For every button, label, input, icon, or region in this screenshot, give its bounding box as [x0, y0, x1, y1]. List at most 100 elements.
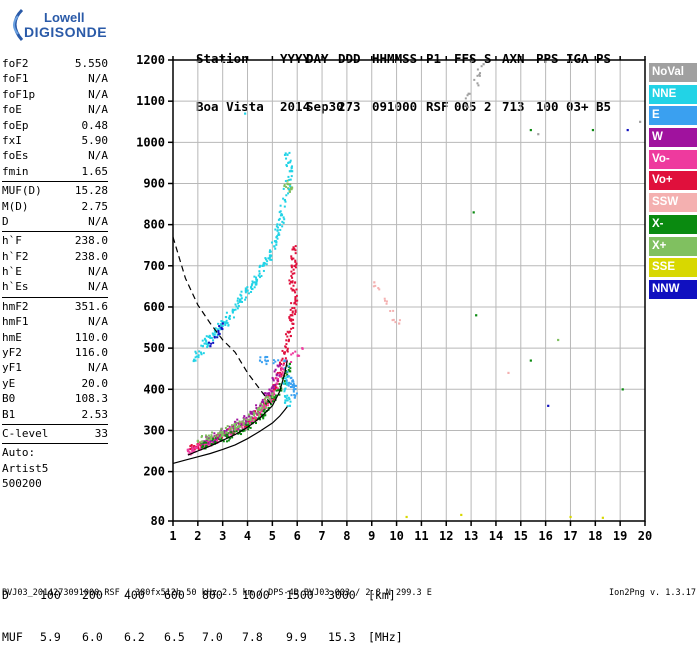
echo-point	[261, 401, 264, 404]
x-tick-label: 15	[514, 529, 528, 543]
echo-point	[220, 427, 223, 430]
echo-point	[285, 343, 288, 346]
echo-point	[266, 359, 269, 362]
echo-point	[244, 288, 247, 291]
param-separator	[2, 231, 108, 233]
ionogram-chart: 1 2 3 4 5 6 7 8 9 10 11 12 13 14 15 16 17 18 19 20 80200300…	[136, 53, 652, 543]
echo-point	[262, 269, 265, 272]
echo-point	[246, 422, 249, 425]
echo-point	[279, 375, 282, 378]
echo-point	[293, 394, 296, 397]
echo-point	[281, 214, 284, 217]
echo-point	[265, 263, 268, 266]
echo-point	[265, 360, 268, 363]
echo-point	[267, 394, 270, 397]
echo-point	[268, 388, 271, 391]
echo-point	[227, 428, 230, 431]
echo-point	[280, 387, 283, 390]
y-tick-label: 200	[143, 465, 165, 479]
echo-point	[250, 286, 253, 289]
echo-point	[258, 266, 261, 269]
echo-point	[258, 413, 261, 416]
echo-point	[270, 403, 273, 406]
x-tick-label: 19	[613, 529, 627, 543]
echo-point	[262, 262, 265, 265]
echo-point	[286, 335, 289, 338]
echo-point	[282, 364, 285, 367]
param-name: MUF(D)	[2, 184, 42, 198]
header-label-5: P1	[426, 51, 442, 66]
x-tick-label: 14	[489, 529, 503, 543]
echo-point	[287, 384, 290, 387]
param-name: yF1	[2, 361, 22, 375]
echo-point	[207, 341, 210, 344]
echo-point	[253, 414, 256, 417]
echo-point	[290, 318, 293, 321]
echo-point	[279, 228, 282, 231]
echo-point	[208, 334, 211, 337]
echo-point	[294, 249, 297, 252]
polarization-legend: NoVal NNE E W Vo- Vo+ SSW X- X+ SSE NNW	[649, 63, 697, 302]
echo-point	[293, 272, 296, 275]
echo-point	[236, 307, 239, 310]
echo-point	[639, 120, 642, 123]
param-separator	[2, 296, 108, 298]
echo-point	[210, 434, 213, 437]
echo-point	[264, 392, 267, 395]
echo-point	[191, 446, 194, 449]
echo-point	[294, 252, 297, 255]
echo-point	[398, 322, 401, 325]
echo-point	[257, 274, 260, 277]
echo-point	[288, 282, 291, 285]
echo-point	[267, 407, 270, 410]
echo-point	[263, 408, 266, 411]
echo-point	[274, 394, 277, 397]
x-tick-label: 13	[464, 529, 478, 543]
echo-point	[284, 200, 287, 203]
echo-point	[247, 423, 250, 426]
echo-point	[280, 213, 283, 216]
header-value-2: Sep30	[306, 99, 344, 114]
param-name: foE	[2, 103, 22, 117]
echo-point	[267, 393, 270, 396]
header-value-5: RSF	[426, 99, 449, 114]
echo-point	[278, 361, 281, 364]
echo-point	[465, 104, 468, 107]
echo-point	[207, 442, 210, 445]
echo-point	[467, 106, 470, 109]
echo-point	[220, 326, 223, 329]
muf-frequency-cell: MUF	[2, 630, 23, 644]
echo-point	[272, 378, 275, 381]
param-name: h`Es	[2, 280, 29, 294]
echo-point	[190, 444, 193, 447]
echo-point	[294, 313, 297, 316]
param-name: Auto:	[2, 446, 36, 460]
echo-point	[212, 442, 215, 445]
param-value: N/A	[88, 361, 108, 375]
echo-point	[207, 437, 210, 440]
echo-point	[233, 425, 236, 428]
echo-point	[392, 309, 395, 312]
echo-point	[231, 436, 234, 439]
muf-distance-cell: 200	[82, 588, 103, 602]
echo-point	[529, 359, 532, 362]
echo-point	[273, 240, 277, 243]
echo-point	[233, 430, 236, 433]
echo-point	[276, 226, 279, 229]
plot-frame	[172, 59, 646, 522]
echo-point	[200, 440, 203, 443]
echo-point	[291, 170, 294, 173]
echo-point	[290, 264, 293, 267]
header-label-8: AXN	[502, 51, 525, 66]
echo-point	[282, 382, 285, 385]
echo-point	[248, 426, 251, 429]
echo-point	[287, 187, 290, 190]
echo-point	[286, 364, 289, 367]
param-name: Artist5	[2, 461, 49, 475]
echo-point	[293, 301, 296, 305]
echo-point	[467, 92, 470, 95]
echo-point	[261, 404, 264, 407]
echo-point	[285, 165, 288, 168]
echo-point	[241, 430, 244, 433]
echo-point	[290, 175, 293, 178]
